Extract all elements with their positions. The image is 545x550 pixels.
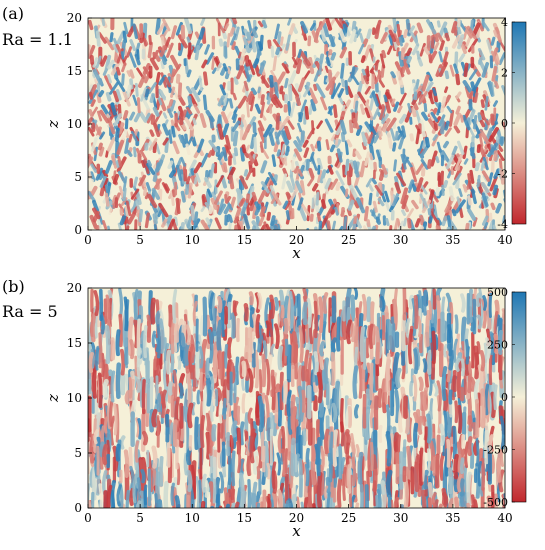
heatmap-background (88, 288, 505, 508)
y-tick-label: 5 (74, 170, 82, 184)
plot-frame (87, 287, 506, 509)
colorbar-tick-label: 500 (487, 286, 508, 299)
colorbar-tick-label: 0 (501, 391, 508, 404)
colorbar-tick-label: -250 (483, 444, 508, 457)
y-tick-label: 15 (67, 64, 82, 78)
heatmap-background (88, 18, 505, 230)
panel-b-label: (b) (2, 277, 25, 296)
y-tick-label: 10 (67, 117, 82, 131)
x-tick-label: 30 (393, 511, 408, 525)
x-tick-label: 0 (84, 511, 92, 525)
x-tick-label: 10 (185, 511, 200, 525)
panel-a-label: (a) (2, 4, 25, 23)
y-tick-label: 10 (67, 391, 82, 405)
y-tick-label: 0 (74, 223, 82, 237)
colorbar-tick-label: 250 (487, 339, 508, 352)
x-axis-label: x (292, 244, 301, 262)
x-tick-label: 35 (445, 511, 460, 525)
colorbar-tick-label: -500 (483, 496, 508, 509)
x-tick-label: 35 (445, 233, 460, 247)
heatmap-field-a (88, 18, 505, 230)
panel-b-ra-label: Ra = 5 (2, 302, 58, 321)
heatmap-field-b (88, 288, 505, 508)
colorbar-tick-label: -2 (497, 168, 508, 181)
x-tick-label: 15 (237, 511, 252, 525)
x-tick-label: 10 (185, 233, 200, 247)
x-axis-label: x (292, 522, 301, 540)
y-tick-label: 0 (74, 501, 82, 515)
colorbar-tick-label: -4 (497, 218, 508, 231)
colorbar-tick-label: 4 (501, 16, 508, 29)
x-tick-label: 30 (393, 233, 408, 247)
x-tick-label: 25 (341, 233, 356, 247)
y-tick-label: 20 (67, 281, 82, 295)
x-tick-label: 0 (84, 233, 92, 247)
colorbar (511, 21, 527, 225)
x-tick-label: 5 (136, 233, 144, 247)
y-axis-label: z (44, 394, 62, 403)
y-tick-label: 15 (67, 336, 82, 350)
x-tick-label: 40 (497, 233, 512, 247)
y-axis-label: z (44, 120, 62, 129)
x-tick-label: 20 (289, 233, 304, 247)
x-tick-label: 15 (237, 233, 252, 247)
y-tick-label: 5 (74, 446, 82, 460)
x-tick-label: 40 (497, 511, 512, 525)
panel-a-ra-label: Ra = 1.1 (2, 30, 73, 49)
colorbar-tick-label: 2 (501, 67, 508, 80)
y-tick-label: 20 (67, 11, 82, 25)
colorbar (511, 291, 527, 503)
plot-frame (87, 17, 506, 231)
x-tick-label: 5 (136, 511, 144, 525)
colorbar-tick-label: 0 (501, 117, 508, 130)
x-tick-label: 25 (341, 511, 356, 525)
x-tick-label: 20 (289, 511, 304, 525)
